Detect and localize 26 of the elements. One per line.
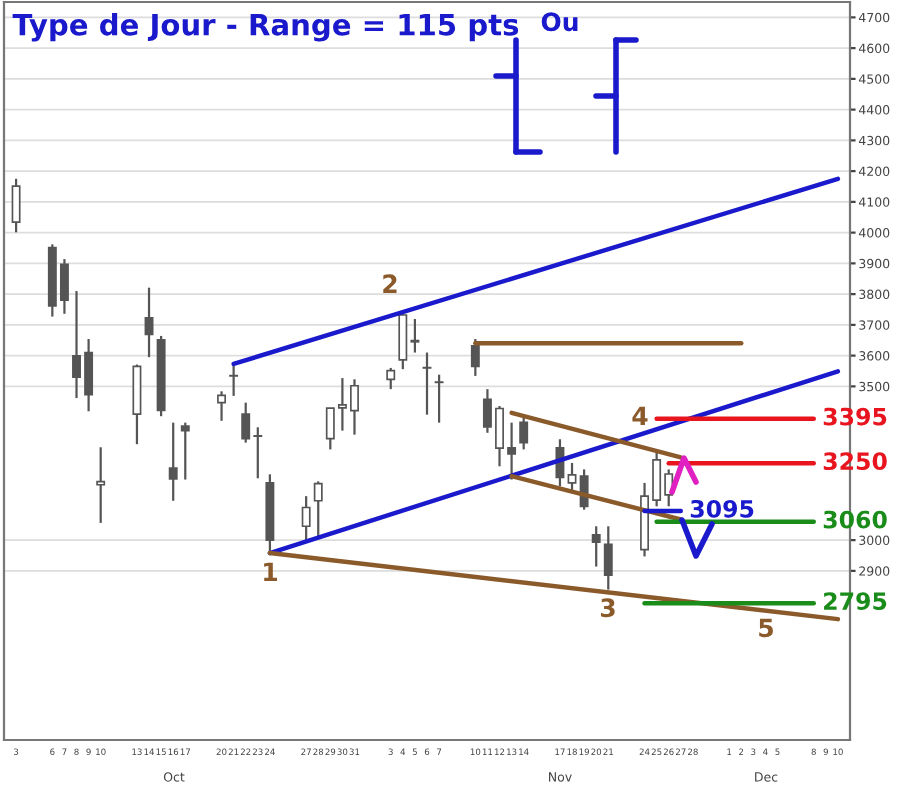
- annotation: 3: [600, 598, 615, 618]
- candlestick: [603, 525, 613, 591]
- annotation: 5: [759, 618, 773, 638]
- candlestick: [422, 351, 432, 416]
- candlestick: [313, 480, 323, 538]
- annotation: 4: [632, 406, 648, 425]
- annotation: 2: [383, 274, 397, 293]
- candlestick: [567, 461, 577, 494]
- candlestick: [434, 373, 444, 424]
- candlestick: [168, 421, 178, 502]
- candlestick: [180, 421, 190, 481]
- candlestick: [301, 495, 311, 544]
- annotation: Ou: [541, 12, 578, 32]
- annotation: 1: [264, 562, 277, 581]
- candlestick: [470, 337, 480, 378]
- candlestick: [11, 177, 21, 234]
- candlestick: [144, 286, 154, 359]
- candlestick: [591, 525, 601, 568]
- candlestick: [519, 415, 529, 451]
- series-label: 3095: [690, 499, 754, 518]
- candlestick: [96, 446, 106, 525]
- chart-title: Type de Jour - Range = 115 pts: [12, 13, 519, 42]
- candlestick: [132, 363, 142, 446]
- candlestick: [386, 366, 396, 391]
- candlestick: [229, 362, 239, 398]
- candlestick: [217, 390, 227, 422]
